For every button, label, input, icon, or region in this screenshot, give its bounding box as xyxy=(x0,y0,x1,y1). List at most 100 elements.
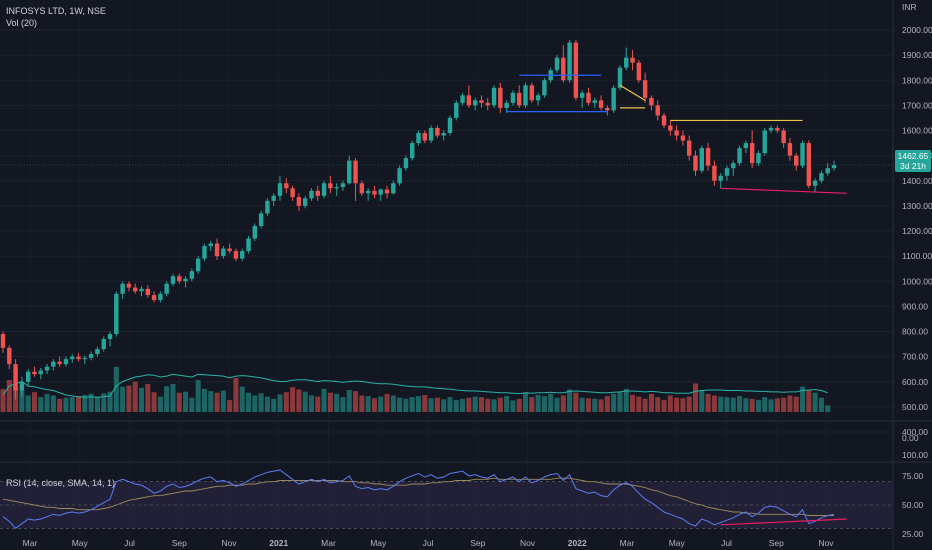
candle-body xyxy=(120,283,125,294)
price-tick-label: 1200.00 xyxy=(902,226,932,236)
candle-body xyxy=(636,62,642,81)
candle-body xyxy=(265,200,270,214)
candle-body xyxy=(693,155,698,171)
trendline xyxy=(720,187,847,194)
price-tick-label: 1000.00 xyxy=(902,276,932,286)
volume-bar xyxy=(428,398,434,412)
volume-bar xyxy=(491,399,497,412)
trendline-annotations xyxy=(506,74,847,194)
rsi-trendline xyxy=(720,518,847,526)
candle-body xyxy=(630,57,635,63)
volume-bar xyxy=(113,366,119,412)
volume-bar xyxy=(214,392,220,412)
candle-body xyxy=(139,288,144,292)
volume-bar xyxy=(302,391,308,412)
candle-body xyxy=(82,357,88,360)
volume-bar xyxy=(378,396,384,412)
candle-body xyxy=(416,133,421,144)
volume-bar xyxy=(800,386,806,412)
volume-bar xyxy=(585,398,591,412)
volume-indicator-label[interactable]: Vol (20) xyxy=(6,18,38,28)
candle-body xyxy=(277,183,283,196)
candle-body xyxy=(315,190,320,196)
candle-body xyxy=(170,276,176,284)
price-tick-label: 900.00 xyxy=(902,301,928,311)
volume-bar xyxy=(642,398,648,412)
volume-bar xyxy=(793,396,799,412)
volume-bar xyxy=(25,395,31,412)
candle-body xyxy=(246,238,251,252)
candle-body xyxy=(208,243,213,247)
volume-bar xyxy=(371,398,377,412)
rsi-tick-label: 50.00 xyxy=(902,500,924,510)
volume-bar xyxy=(277,394,283,412)
volume-bar xyxy=(19,390,25,412)
candle-body xyxy=(321,183,327,196)
volume-bar xyxy=(415,396,422,412)
volume-bar xyxy=(441,399,447,412)
candle-body xyxy=(485,102,490,106)
volume-bar xyxy=(6,380,12,412)
candle-body xyxy=(114,293,119,335)
candle-body xyxy=(504,102,509,108)
volume-bar xyxy=(636,396,642,412)
volume-bars xyxy=(0,366,831,412)
candle-body xyxy=(227,248,232,252)
rsi-ma-line xyxy=(2,477,834,516)
candle-body xyxy=(384,189,390,194)
volume-bar xyxy=(692,383,699,412)
volume-ma-line xyxy=(2,373,828,398)
volume-bar xyxy=(529,397,535,412)
price-axis: 2000.001900.001800.001700.001600.001500.… xyxy=(902,2,932,539)
candle-body xyxy=(290,188,295,198)
candle-body xyxy=(743,143,749,149)
symbol-title[interactable]: INFOSYS LTD, 1W, NSE xyxy=(6,6,106,16)
volume-bar xyxy=(755,399,761,412)
volume-bar xyxy=(548,393,554,412)
time-tick-label: May xyxy=(72,538,89,548)
candle-body xyxy=(32,371,37,375)
candle-body xyxy=(687,140,692,156)
volume-bar xyxy=(189,397,195,412)
candle-body xyxy=(794,155,799,166)
candle-body xyxy=(422,133,427,141)
candle-body xyxy=(88,354,94,358)
volume-bar xyxy=(233,377,239,412)
volume-bar xyxy=(327,392,333,412)
volume-tick-label: 0.00 xyxy=(902,433,919,443)
volume-bar xyxy=(617,392,623,412)
volume-bar xyxy=(176,392,182,412)
candle-body xyxy=(831,165,837,169)
candle-body xyxy=(649,97,654,106)
volume-bar xyxy=(94,396,100,412)
volume-bar xyxy=(718,396,724,412)
volume-bar xyxy=(157,396,163,412)
volume-bar xyxy=(623,388,629,412)
rsi-pane xyxy=(0,469,893,530)
candle-body xyxy=(63,359,69,365)
candle-body xyxy=(76,356,81,360)
candle-body xyxy=(334,187,339,189)
volume-bar xyxy=(409,397,415,412)
candle-body xyxy=(57,361,62,365)
candle-body xyxy=(359,183,365,194)
candle-body xyxy=(101,339,106,350)
volume-bar xyxy=(541,396,547,412)
candle-body xyxy=(705,148,711,166)
volume-bar xyxy=(252,395,258,412)
price-tick-label: 1400.00 xyxy=(902,176,932,186)
time-tick-label: Nov xyxy=(520,538,536,548)
bar-countdown: 3d 21h xyxy=(900,161,926,171)
candle-body xyxy=(403,158,409,169)
volume-bar xyxy=(478,397,484,412)
volume-bar xyxy=(567,389,573,412)
volume-bar xyxy=(598,399,604,412)
volume-bar xyxy=(661,399,667,412)
candle-body xyxy=(806,143,812,186)
candle-body xyxy=(145,288,150,296)
volume-bar xyxy=(497,397,503,412)
rsi-indicator-label[interactable]: RSI (14, close, SMA, 14, 1) xyxy=(6,478,116,488)
candle-body xyxy=(391,183,396,194)
